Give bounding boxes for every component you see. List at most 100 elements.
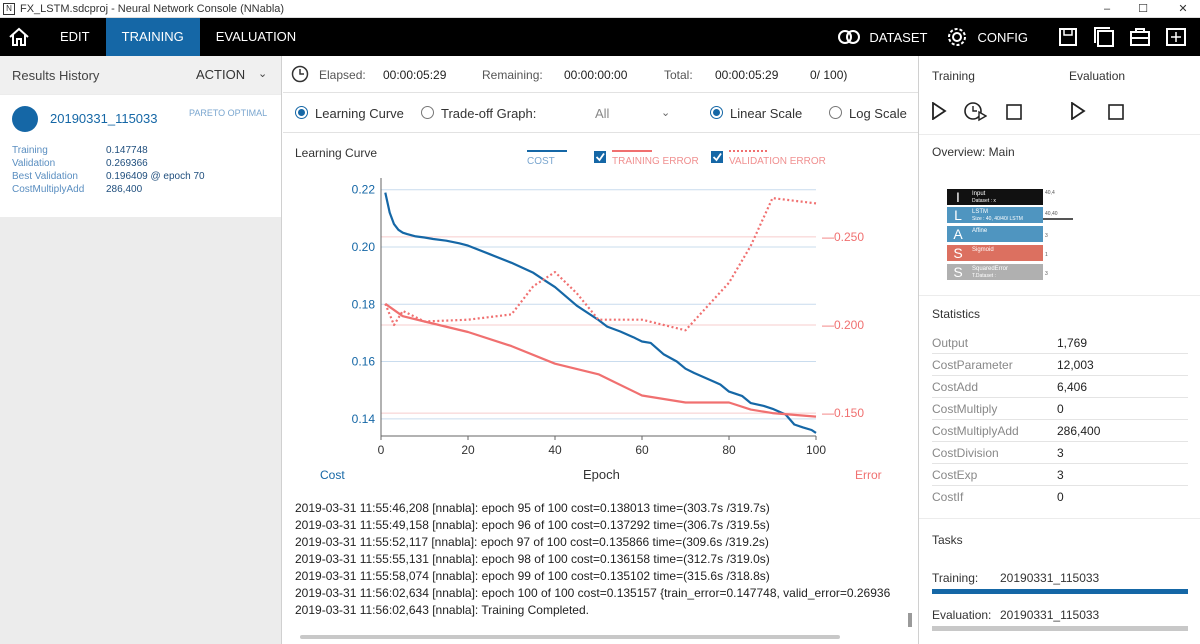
legend-cost-label[interactable]: COST (527, 156, 555, 167)
result-stat-value: 0.196409 @ epoch 70 (106, 171, 205, 182)
window-titlebar: N FX_LSTM.sdcproj - Neural Network Conso… (0, 0, 1200, 18)
results-history-title: Results History (12, 67, 100, 83)
evaluation-controls-title: Evaluation (1069, 69, 1126, 83)
progress-value: 0/ 100) (810, 68, 848, 82)
graph-options: Learning Curve Trade-off Graph: All ⌄ Li… (283, 94, 918, 133)
network-note: 3 (1045, 271, 1048, 277)
tasks-section: Tasks Training: 20190331_115033 Evaluati… (919, 519, 1200, 644)
save-as-icon[interactable] (1092, 25, 1116, 49)
legend-training-checkbox[interactable] (594, 151, 606, 163)
train-resume-icon[interactable] (963, 100, 987, 122)
stat-row: CostMultiplyAdd 286,400 (932, 420, 1188, 442)
tab-edit[interactable]: EDIT (60, 29, 90, 44)
task-progress-track (932, 626, 1188, 631)
log-horizontal-scrollbar[interactable] (300, 635, 840, 639)
app-icon: N (3, 2, 15, 15)
training-log: 2019-03-31 11:55:46,208 [nnabla]: epoch … (283, 498, 918, 644)
network-layer-sigmoid[interactable]: S Sigmoid (947, 245, 1043, 261)
save-icon[interactable] (1056, 25, 1080, 49)
tradeoff-label[interactable]: Trade-off Graph: (441, 106, 537, 121)
chevron-down-icon[interactable]: ⌄ (661, 107, 671, 119)
task-progress-bar (932, 589, 1188, 594)
y-axis-right-label: Error (855, 468, 882, 482)
train-play-icon[interactable] (931, 102, 947, 120)
stat-row: CostParameter 12,003 (932, 354, 1188, 376)
top-nav: EDIT TRAINING EVALUATION DATASET CONFIG (0, 18, 1200, 56)
y-tick-right: —0.150 (822, 406, 864, 420)
network-layer-lstm[interactable]: L LSTM Size : 40, 40/40/ LSTM (947, 207, 1043, 223)
legend-training-label[interactable]: TRAINING ERROR (612, 156, 699, 167)
statistics-section: Statistics Output 1,769 CostParameter 12,0… (919, 296, 1200, 518)
tradeoff-radio[interactable] (421, 106, 434, 119)
linear-scale-radio[interactable] (710, 106, 723, 119)
result-stat-label: CostMultiplyAdd (12, 184, 85, 195)
chart-svg: Learning Curve COST TRAINING ERROR VALID… (295, 146, 882, 482)
dataset-button[interactable]: DATASET (869, 29, 928, 45)
elapsed-value: 00:00:05:29 (383, 68, 447, 82)
tradeoff-select[interactable]: All (595, 106, 610, 121)
tab-evaluation[interactable]: EVALUATION (215, 29, 297, 44)
plot-area: 0.14 0.16 0.18 0.20 0.22 —0.150 —0.200 —0.250 0 2… (352, 178, 864, 457)
stat-row: CostAdd 6,406 (932, 376, 1188, 398)
results-history-panel: Results History ACTION ⌄ 20190331_115033… (0, 56, 282, 644)
pareto-badge: PARETO OPTIMAL (189, 108, 268, 118)
log-vertical-scrollbar[interactable] (908, 613, 912, 627)
action-menu-button[interactable]: ACTION (196, 67, 246, 82)
legend-validation-label[interactable]: VALIDATION ERROR (729, 156, 826, 167)
gear-icon[interactable] (945, 25, 969, 49)
timer-toolbar: Elapsed: 00:00:05:29 Remaining: 00:00:00… (283, 56, 918, 93)
total-label: Total: (664, 68, 693, 82)
network-layer-input[interactable]: I Input Dataset : x (947, 189, 1043, 205)
train-stop-icon[interactable] (1006, 104, 1022, 120)
result-item[interactable]: 20190331_115033 PARETO OPTIMAL Training … (0, 95, 281, 217)
network-layer-squarederror[interactable]: S SquaredError T.Dataset : (947, 264, 1043, 280)
x-tick-label: 80 (722, 443, 736, 457)
network-connector (1043, 218, 1073, 220)
toolbox-icon[interactable] (1128, 25, 1152, 49)
y-tick-left: 0.14 (352, 412, 376, 426)
log-scale-radio[interactable] (829, 106, 842, 119)
task-value[interactable]: 20190331_115033 (1000, 608, 1100, 622)
result-stat-label: Best Validation (12, 171, 78, 182)
stat-row: CostDivision 3 (932, 442, 1188, 464)
eval-play-icon[interactable] (1070, 102, 1086, 120)
linear-scale-label[interactable]: Linear Scale (730, 106, 803, 121)
log-line: 2019-03-31 11:56:02,643 [nnabla]: Traini… (295, 603, 589, 617)
check-icon (595, 152, 605, 162)
learning-curve-label[interactable]: Learning Curve (315, 106, 404, 121)
x-tick-label: 0 (378, 443, 385, 457)
network-layer-affine[interactable]: A Affine (947, 226, 1043, 242)
dataset-icon[interactable] (837, 25, 861, 49)
log-line: 2019-03-31 11:55:46,208 [nnabla]: epoch … (295, 501, 770, 515)
x-tick-label: 60 (635, 443, 649, 457)
minimize-button[interactable]: – (1103, 3, 1111, 15)
chevron-down-icon[interactable]: ⌄ (258, 68, 268, 80)
y-tick-left: 0.18 (352, 297, 376, 311)
learning-curve-radio[interactable] (295, 106, 308, 119)
stat-row: CostMultiply 0 (932, 398, 1188, 420)
y-tick-right: —0.200 (822, 318, 864, 332)
home-icon[interactable] (0, 18, 38, 56)
eval-stop-icon[interactable] (1108, 104, 1124, 120)
training-controls-title: Training (932, 69, 975, 83)
close-button[interactable]: ✕ (1178, 3, 1188, 15)
fit-window-icon[interactable] (1164, 25, 1188, 49)
result-name[interactable]: 20190331_115033 (50, 111, 158, 126)
y-tick-left: 0.22 (352, 183, 376, 197)
maximize-button[interactable]: ☐ (1138, 3, 1148, 15)
task-value[interactable]: 20190331_115033 (1000, 571, 1100, 585)
total-value: 00:00:05:29 (715, 68, 779, 82)
network-note: 1 (1045, 252, 1048, 258)
result-stat-value: 0.269366 (106, 158, 148, 169)
x-tick-label: 20 (461, 443, 475, 457)
remaining-value: 00:00:00:00 (564, 68, 628, 82)
config-button[interactable]: CONFIG (977, 29, 1028, 45)
network-note: 3 (1045, 233, 1048, 239)
log-scale-label[interactable]: Log Scale (849, 106, 907, 121)
y-tick-left: 0.16 (352, 355, 376, 369)
legend-validation-checkbox[interactable] (711, 151, 723, 163)
network-note: 40,4 (1045, 190, 1055, 196)
overview-title: Overview: Main (932, 145, 1015, 159)
log-line: 2019-03-31 11:55:52,117 [nnabla]: epoch … (295, 535, 769, 549)
tab-training[interactable]: TRAINING (105, 18, 200, 56)
